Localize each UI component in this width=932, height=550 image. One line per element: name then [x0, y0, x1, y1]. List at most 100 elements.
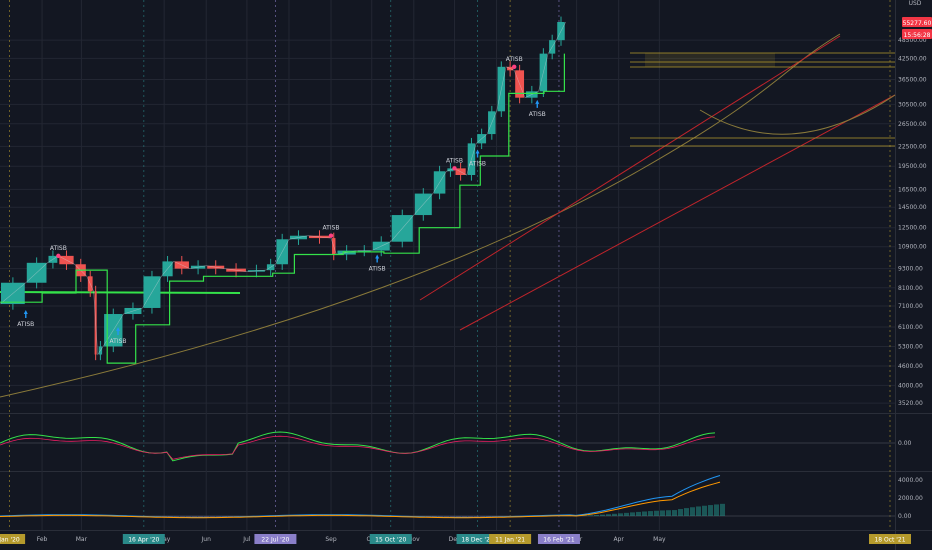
macd-series [0, 475, 895, 519]
date-highlight-box [456, 534, 499, 544]
macd-histogram-bar [594, 514, 599, 516]
date-highlight-label: 15 Oct '20 [375, 537, 406, 544]
macd-tick-label: 0.00 [898, 513, 912, 520]
macd-histogram-bar [666, 510, 671, 516]
date-highlight-label: 16 Apr '20 [128, 537, 159, 544]
date-highlight-box [489, 534, 532, 544]
y-tick-label: 26500.00 [898, 121, 927, 128]
macd-histogram-bar [630, 512, 635, 516]
signal-label: ATISB [369, 266, 386, 273]
macd-histogram-bar [708, 505, 713, 516]
sell-dot-icon [56, 253, 61, 259]
countdown-tag: 15:56:28 [902, 29, 932, 39]
y-tick-label: 14500.00 [898, 204, 927, 211]
date-highlight-box [254, 534, 297, 544]
date-highlight-box [869, 534, 911, 544]
date-highlight-label: 22 Jul '20 [261, 537, 289, 544]
y-tick-label: 12500.00 [898, 225, 927, 232]
sell-dot-icon [511, 64, 517, 70]
x-tick-label: May [653, 536, 666, 543]
time-axis: FebMarMayJunJulAugSepOctNovDec2021MarApr… [0, 534, 911, 544]
buy-arrow-icon [116, 326, 121, 335]
y-tick-label: 10900.00 [898, 244, 927, 251]
x-tick-label: Dec [449, 536, 461, 543]
red-trendline [419, 35, 841, 301]
y-tick-label: 19500.00 [898, 163, 927, 170]
last-price-value: 55277.60 [903, 20, 932, 27]
signal-label: ATISB [446, 157, 463, 164]
date-highlight-label: 11 Jan '21 [495, 537, 525, 544]
x-tick-label: Sep [325, 536, 337, 543]
buy-arrow-icon [475, 149, 480, 158]
signal-label: ATISB [110, 338, 127, 345]
macd-histogram-bar [714, 504, 719, 516]
price-axis: 48500.00 42500.00 36500.00 30500.00 26500.00… [898, 37, 927, 520]
macd-tick-label: 4000.00 [898, 477, 923, 484]
macd-histogram-bar [654, 510, 659, 516]
macd-histogram-bar [660, 510, 665, 516]
y-tick-label: 9300.00 [898, 266, 923, 273]
signal-markers: ATISB ATISB ATISB ATISB ATISB ATISB ATISB ATISB… [17, 56, 545, 345]
date-highlight-box [0, 534, 26, 544]
x-tick-label: Mar [76, 536, 88, 543]
y-tick-label: 22500.00 [898, 143, 927, 150]
date-highlight-label: 18 Dec '20 [461, 537, 494, 544]
curve-trendline [0, 33, 841, 398]
oscillator-signal-line [0, 435, 716, 460]
macd-histogram-bar [678, 509, 683, 516]
buy-arrow-icon [375, 254, 380, 263]
date-highlight-box [369, 534, 412, 544]
macd-histogram-bar [696, 506, 701, 516]
countdown-value: 15:56:28 [904, 32, 931, 39]
trend-lines [0, 33, 896, 398]
y-tick-label: 42500.00 [898, 55, 927, 62]
date-highlight-label: Jan '20 [0, 537, 20, 544]
y-tick-label: 16500.00 [898, 186, 927, 193]
macd-histogram-bar [648, 511, 653, 516]
macd-tick-label: 2000.00 [898, 495, 923, 502]
macd-signal-line [0, 481, 721, 519]
currency-label: USD [909, 0, 922, 7]
y-tick-label: 7100.00 [898, 303, 923, 310]
macd-histogram-bar [606, 514, 611, 516]
y-tick-label: 3520.00 [898, 400, 923, 407]
support-line [0, 291, 241, 294]
macd-histogram-bar [684, 508, 689, 516]
x-tick-label: Feb [37, 536, 48, 543]
arc-trendline [699, 94, 896, 135]
macd-histogram-bar [624, 512, 629, 516]
y-tick-label: 6100.00 [898, 324, 923, 331]
x-tick-label: Jul [242, 536, 251, 543]
sell-dot-icon [328, 233, 334, 238]
y-tick-label: 36500.00 [898, 76, 927, 83]
x-tick-label: Apr [613, 536, 624, 543]
y-tick-label: 30500.00 [898, 101, 927, 108]
y-tick-label: 4000.00 [898, 382, 923, 389]
oscillator-tick-label: 0.00 [898, 440, 912, 447]
price-close-line [0, 21, 566, 356]
x-tick-label: Nov [408, 536, 420, 543]
macd-histogram-bar [720, 503, 725, 516]
date-highlight-label: 16 Feb '21 [543, 537, 575, 544]
signal-label: ATISB [323, 225, 340, 232]
macd-histogram-bar [690, 507, 695, 516]
oscillator-series [0, 431, 895, 462]
sell-dot-icon [452, 166, 457, 171]
macd-histogram-bar [588, 515, 593, 516]
signal-label: ATISB [506, 56, 523, 63]
last-price-tag: 55277.60 [902, 17, 932, 27]
y-tick-label: 48500.00 [898, 37, 927, 44]
signal-label: ATISB [50, 245, 67, 252]
buy-arrow-icon [535, 99, 540, 108]
price-zone [645, 53, 775, 67]
date-highlight-box [122, 534, 165, 544]
y-tick-label: 5300.00 [898, 343, 923, 350]
macd-histogram-bar [636, 511, 641, 516]
candle-body [357, 250, 371, 252]
macd-histogram-bar [600, 514, 605, 516]
macd-histogram-bar [672, 510, 677, 516]
date-highlight-label: 18 Oct '21 [874, 537, 905, 544]
macd-histogram-bar [642, 511, 647, 516]
date-highlight-box [537, 534, 580, 544]
